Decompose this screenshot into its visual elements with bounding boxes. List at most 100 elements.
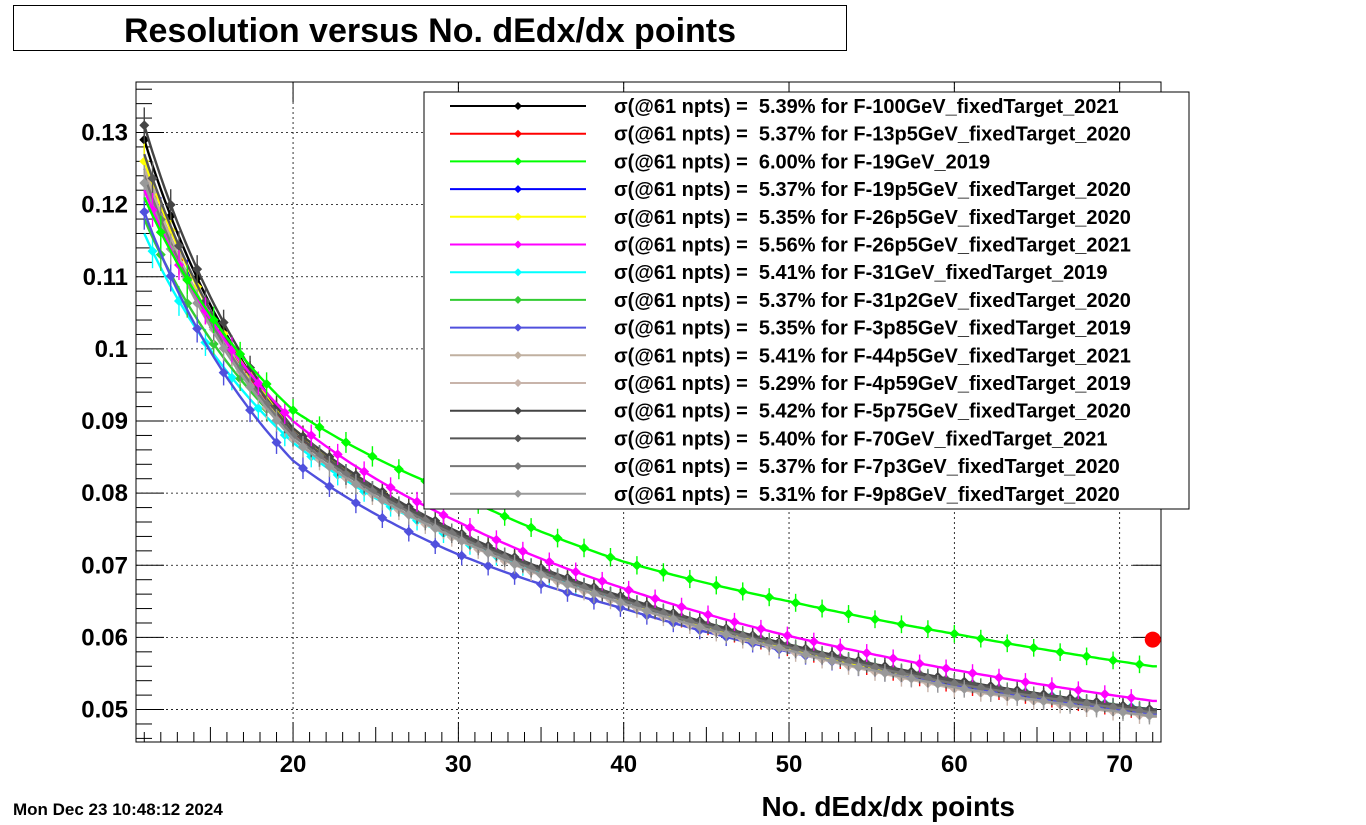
legend-entry: σ(@61 npts) = 5.39% for F-100GeV_fixedTa… xyxy=(450,96,1119,118)
data-point xyxy=(509,559,520,570)
data-point xyxy=(536,579,547,590)
data-point xyxy=(1091,703,1102,714)
legend-entry: σ(@61 npts) = 5.29% for F-4p59GeV_fixedT… xyxy=(450,373,1131,395)
data-point xyxy=(165,271,176,282)
data-point xyxy=(888,653,899,664)
data-point xyxy=(245,405,256,416)
legend-label: σ(@61 npts) = 5.35% for F-3p85GeV_fixedT… xyxy=(614,318,1131,340)
data-point xyxy=(1002,638,1013,649)
data-point xyxy=(906,673,917,684)
chart-title: Resolution versus No. dEdx/dx points xyxy=(123,12,737,50)
data-point xyxy=(703,609,714,620)
data-point xyxy=(800,649,811,660)
data-point xyxy=(1081,651,1092,662)
legend-entry: σ(@61 npts) = 5.37% for F-7p3GeV_fixedTa… xyxy=(450,456,1120,478)
data-point xyxy=(949,628,960,639)
data-point xyxy=(853,662,864,673)
data-point xyxy=(350,497,361,508)
data-point xyxy=(279,407,290,418)
y-tick-label: 0.06 xyxy=(81,624,128,651)
data-point xyxy=(377,512,388,523)
data-point xyxy=(499,511,510,522)
data-point xyxy=(526,522,537,533)
legend-swatch-marker xyxy=(514,212,522,221)
legend-label: σ(@61 npts) = 5.31% for F-9p8GeV_fixedTa… xyxy=(614,484,1120,506)
legend-entry: σ(@61 npts) = 5.37% for F-13p5GeV_fixedT… xyxy=(450,124,1131,146)
data-point xyxy=(324,481,335,492)
legend-entry: σ(@61 npts) = 5.37% for F-19p5GeV_fixedT… xyxy=(450,179,1131,201)
x-tick-label: 40 xyxy=(610,751,637,778)
legend-entry: σ(@61 npts) = 5.31% for F-9p8GeV_fixedTa… xyxy=(450,484,1120,506)
series-F-7p3GeV_fixedTarget_2020 xyxy=(143,175,1157,720)
legend-swatch-marker xyxy=(514,295,522,304)
data-point xyxy=(456,550,467,561)
legend-swatch-marker xyxy=(514,379,522,387)
data-point xyxy=(658,567,669,578)
data-point xyxy=(208,338,219,349)
data-point xyxy=(1012,692,1023,703)
data-point xyxy=(879,667,890,678)
data-point xyxy=(139,206,150,217)
data-point xyxy=(959,683,970,694)
data-point xyxy=(869,614,880,625)
data-point xyxy=(1117,707,1128,718)
data-point xyxy=(288,405,299,416)
data-point xyxy=(430,523,441,534)
x-tick-label: 20 xyxy=(280,751,307,778)
data-point xyxy=(764,592,775,603)
data-point xyxy=(623,585,634,596)
y-tick-label: 0.05 xyxy=(81,697,128,724)
data-point xyxy=(1055,647,1066,658)
legend-entry: σ(@61 npts) = 5.35% for F-26p5GeV_fixedT… xyxy=(450,207,1131,229)
x-axis-label: No. dEdx/dx points xyxy=(761,791,1015,822)
legend-label: σ(@61 npts) = 5.41% for F-31GeV_fixedTar… xyxy=(614,262,1108,284)
data-point xyxy=(235,349,246,360)
data-point xyxy=(359,466,370,477)
legend-label: σ(@61 npts) = 5.37% for F-13p5GeV_fixedT… xyxy=(614,124,1131,146)
y-tick-label: 0.11 xyxy=(83,264,128,291)
data-point xyxy=(588,588,599,599)
data-point xyxy=(377,495,388,506)
legend-entry: σ(@61 npts) = 5.40% for F-70GeV_fixedTar… xyxy=(450,428,1108,450)
series-F-19GeV_2019 xyxy=(143,196,1157,674)
y-tick-label: 0.12 xyxy=(81,192,128,219)
legend-label: σ(@61 npts) = 5.29% for F-4p59GeV_fixedT… xyxy=(614,373,1131,395)
data-point xyxy=(1038,696,1049,707)
data-point xyxy=(483,547,494,558)
legend-entry: σ(@61 npts) = 5.37% for F-31p2GeV_fixedT… xyxy=(450,290,1131,312)
data-point xyxy=(393,464,404,475)
data-point xyxy=(192,323,203,334)
data-point xyxy=(579,542,590,553)
data-point xyxy=(261,378,272,389)
legend-entry: σ(@61 npts) = 5.42% for F-5p75GeV_fixedT… xyxy=(450,401,1131,423)
legend-swatch-marker xyxy=(514,157,522,166)
data-point xyxy=(985,688,996,699)
series-line xyxy=(143,196,1157,668)
data-point xyxy=(385,482,396,493)
data-point xyxy=(147,173,158,184)
data-point xyxy=(536,569,547,580)
data-point xyxy=(1144,710,1155,721)
data-point xyxy=(192,264,203,275)
data-point xyxy=(827,655,838,666)
data-point xyxy=(570,566,581,577)
data-point xyxy=(668,614,679,625)
data-point xyxy=(650,593,661,604)
x-tick-label: 50 xyxy=(776,751,803,778)
data-point xyxy=(324,461,335,472)
legend-swatch-marker xyxy=(514,489,522,498)
legend-label: σ(@61 npts) = 5.39% for F-100GeV_fixedTa… xyxy=(614,96,1119,118)
legend-entry: σ(@61 npts) = 5.56% for F-26p5GeV_fixedT… xyxy=(450,235,1131,257)
data-point xyxy=(721,629,732,640)
legend-label: σ(@61 npts) = 6.00% for F-19GeV_2019 xyxy=(614,151,990,173)
data-point xyxy=(297,463,308,474)
legend: σ(@61 npts) = 5.39% for F-100GeV_fixedTa… xyxy=(423,91,1190,510)
data-point xyxy=(694,622,705,633)
legend-swatch-marker xyxy=(514,268,522,277)
data-point xyxy=(430,539,441,550)
data-point xyxy=(544,556,555,567)
legend-label: σ(@61 npts) = 5.42% for F-5p75GeV_fixedT… xyxy=(614,401,1131,423)
data-point xyxy=(173,240,184,251)
chart-title-box: Resolution versus No. dEdx/dx points xyxy=(13,5,847,51)
